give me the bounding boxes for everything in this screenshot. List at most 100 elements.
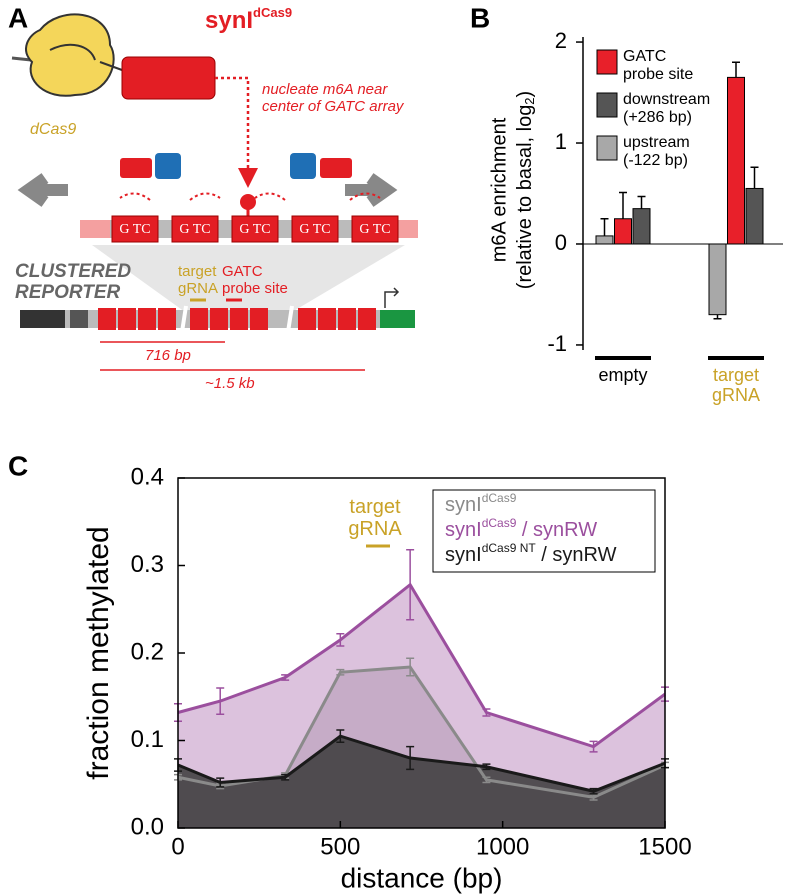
reporter-label: CLUSTERED REPORTER (15, 261, 132, 303)
legend-box (432, 489, 656, 573)
spread-arcs (119, 192, 381, 201)
reporter-end (380, 310, 415, 328)
y-axis-label: fraction methylated (82, 526, 115, 779)
panel-label: C (8, 450, 28, 481)
note: nucleate m6A near center of GATC array (262, 81, 404, 115)
distance-line (100, 341, 365, 371)
reporter-end (20, 310, 65, 328)
y-axis-label-sub: 2 (522, 97, 537, 104)
bar (745, 187, 764, 245)
error-bar (216, 687, 225, 715)
bar (632, 208, 651, 245)
target-label: target gRNA (178, 263, 219, 297)
legend-tail: / synRW (536, 544, 617, 566)
complex (290, 153, 316, 179)
gatc-site (231, 215, 279, 243)
x-axis-label: distance (bp) (341, 862, 503, 893)
x-tick-label: 1000 (476, 833, 529, 860)
reporter-end (70, 310, 88, 328)
y-axis-label: (relative to basal, log2) (514, 91, 537, 289)
gatc-site (291, 215, 339, 243)
panel-a-diagram: A synIdCas9 dCas9 (8, 2, 418, 392)
legend-sup: dCas9 (482, 491, 517, 505)
complex (155, 153, 181, 179)
error-bar (732, 61, 740, 78)
error-bar (336, 633, 345, 647)
area (178, 736, 665, 828)
y-tick-label: 0 (555, 230, 567, 255)
legend-swatch (596, 135, 618, 161)
promoter-arrow (384, 287, 400, 308)
legend-label: GATC probe site (623, 48, 694, 83)
methyl-mark (240, 194, 256, 210)
spread-arrow (345, 173, 398, 207)
bar (595, 235, 614, 245)
y-tick-label: 0.3 (131, 551, 164, 578)
legend-name: synI (445, 494, 482, 516)
error-bar (482, 776, 491, 784)
x-tick-label: empty (598, 365, 648, 385)
y-tick-label: 0.4 (131, 463, 164, 490)
error-bar (589, 740, 598, 753)
error-bar (713, 314, 722, 320)
y-tick-label: 0.2 (131, 638, 164, 665)
line (177, 582, 666, 749)
x-tick-label: target gRNA (711, 365, 760, 405)
linker (99, 61, 123, 71)
complex (120, 158, 152, 178)
legend-label: synIdCas9 (445, 491, 517, 516)
error-bar (589, 794, 598, 801)
reporter-sites (98, 308, 376, 330)
y-axis-label-part: (relative to basal, log (514, 105, 536, 290)
site-label: G TC (239, 222, 270, 237)
probe-label: GATC probe site (222, 263, 288, 297)
dna-end (80, 220, 110, 238)
y-axis-label-part: ) (514, 91, 536, 98)
panel-label: B (470, 2, 490, 33)
break-mark (180, 305, 294, 333)
y-tick-label: 0.1 (131, 726, 164, 753)
line (177, 734, 666, 793)
error-bar (600, 217, 609, 236)
legend-label: upstream (-122 bp) (623, 134, 690, 169)
site-label: G TC (179, 222, 210, 237)
legend-swatch (596, 92, 618, 118)
dcas9-label: dCas9 (30, 121, 76, 138)
distance-label: 716 bp (145, 347, 191, 364)
methylase-domain (121, 56, 216, 100)
gatc-site (111, 215, 159, 243)
legend-sup: dCas9 (482, 516, 517, 530)
nucleation-arrow (215, 76, 258, 188)
x-tick-label: 0 (171, 833, 184, 860)
error-bar (589, 787, 598, 795)
error-bar (336, 729, 345, 743)
y-tick-label: 1 (555, 129, 567, 154)
error-bar (619, 191, 627, 219)
gatc-site (171, 215, 219, 243)
zoom-wedge (92, 245, 405, 312)
error-bar (216, 777, 225, 788)
error-bar (750, 166, 759, 189)
error-bar (482, 763, 491, 771)
y-tick-label: 2 (555, 28, 567, 53)
legend-tail: / synRW (516, 519, 597, 541)
error-bar (406, 745, 415, 771)
error-bar (281, 773, 290, 781)
y-tick-label: -1 (547, 331, 567, 356)
bar (614, 218, 632, 245)
error-bar (281, 674, 290, 681)
spread-arrow (17, 173, 68, 207)
bar (708, 243, 727, 316)
legend-label: synIdCas9 / synRW (445, 516, 597, 541)
site-label: G TC (299, 222, 330, 237)
legend-label: synIdCas9 NT / synRW (445, 541, 617, 566)
line (177, 665, 666, 799)
distance-label: ~1.5 kb (205, 375, 255, 392)
error-bar (406, 657, 415, 677)
gatc-site (351, 215, 399, 243)
y-tick-label: 0.0 (131, 813, 164, 840)
site-label: G TC (119, 222, 150, 237)
construct-name: synIdCas9 (205, 5, 292, 34)
